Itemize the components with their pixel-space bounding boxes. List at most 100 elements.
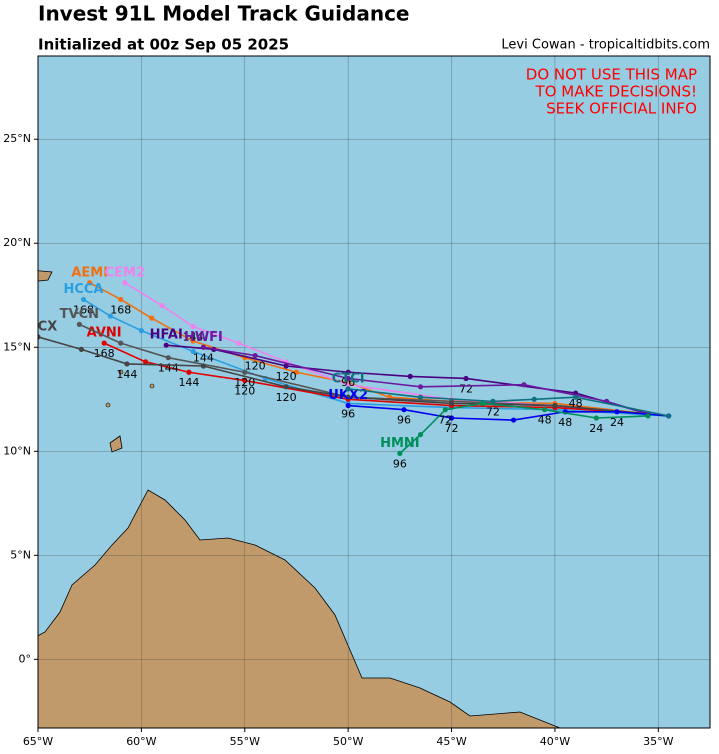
y-tick-label: 15°N [3,340,31,353]
tracks: 168AEMI144CEM296168HCCA120144168AVNI1201… [19,265,672,470]
track-point [448,415,455,421]
track-point [345,375,351,382]
x-tick-label: 45°W [436,735,466,748]
track-point [149,315,155,321]
track-point [76,321,82,327]
track-point [345,402,351,409]
hour-label: 24 [589,422,603,435]
hour-label: 120 [276,370,297,383]
track-point [417,384,424,390]
hour-label: 144 [178,376,199,389]
south-america [38,489,562,728]
track-point [38,334,41,340]
track-point [87,280,93,286]
hour-label: 72 [438,414,452,427]
track-point [242,377,248,384]
x-tick-label: 35°W [643,735,673,748]
track-point [645,413,651,419]
track-point [479,400,486,407]
track-point [283,363,289,369]
y-tick-label: 10°N [3,444,31,457]
x-tick-label: 40°W [540,735,570,748]
track-point [345,369,351,375]
track-point [666,413,672,419]
island [105,402,111,408]
track-point [80,296,87,303]
subtitle: Initialized at 00z Sep 05 2025 [38,36,289,54]
island [149,383,155,389]
hour-label: 72 [459,382,473,395]
track-point [397,450,403,456]
track-point [142,359,149,365]
model-name: AVNI [87,326,122,341]
track-point [510,417,517,423]
track-point [345,386,351,392]
track-point [345,382,351,388]
track-point [78,346,85,352]
track-point [107,313,113,319]
x-tick-label: 65°W [23,735,53,748]
x-tick-label: 50°W [333,735,363,748]
track-point [159,303,165,309]
warning: SEEK OFFICIAL INFO [546,100,697,118]
track-point [186,369,192,375]
hour-label: 120 [276,391,297,404]
track-point [490,398,496,404]
land [38,270,562,728]
model-name: AEMI [71,265,108,280]
track-point [407,373,413,379]
track-point [463,375,469,382]
track-point [118,296,124,303]
track-point [531,396,537,402]
model-name: TVCX [19,319,58,334]
track-point [200,344,207,350]
hour-label: 120 [245,360,266,373]
trinidad [109,435,123,453]
track-point [252,352,258,359]
track-point [521,382,527,388]
hour-label: 24 [610,416,624,429]
track-point [200,363,207,369]
hour-label: 144 [193,351,214,364]
hour-label: 96 [341,407,355,420]
title: Invest 91L Model Track Guidance [38,2,410,26]
model-name: HFAI [150,328,183,343]
hour-label: 96 [397,414,411,427]
track-point [417,432,424,438]
track-line [166,344,649,415]
warning: TO MAKE DECISIONS! [535,83,697,101]
island [118,369,124,375]
hour-label: 48 [558,416,572,429]
hour-label: 120 [234,376,255,389]
x-tick-label: 60°W [126,735,156,748]
track-point [293,369,300,375]
model-name: HWFI [184,330,223,345]
model-name: HMNI [380,436,420,451]
hour-label: 144 [183,330,204,343]
track-point [165,355,171,361]
model-name: HCCA [63,282,103,297]
track-point [401,407,407,413]
frame [37,55,711,729]
y-tick-label: 5°N [10,548,31,561]
track-point [442,407,448,413]
track-point [448,400,455,407]
y-tick-label: 25°N [3,132,31,145]
hour-label: 144 [116,368,137,381]
track-point [541,407,548,413]
track-point [138,328,144,334]
track-point [101,340,107,346]
credit: Levi Cowan - tropicaltidbits.com [501,38,710,53]
track-point [124,361,130,367]
hour-label: 144 [158,362,179,375]
track-point [614,409,620,415]
track-line [103,342,649,415]
warning: DO NOT USE THIS MAP [526,66,697,84]
y-tick-label: 20°N [3,236,31,249]
model-name: UKX2 [328,388,368,403]
puerto-rico [38,270,53,282]
track-point [593,415,599,421]
x-tick-label: 55°W [230,735,260,748]
